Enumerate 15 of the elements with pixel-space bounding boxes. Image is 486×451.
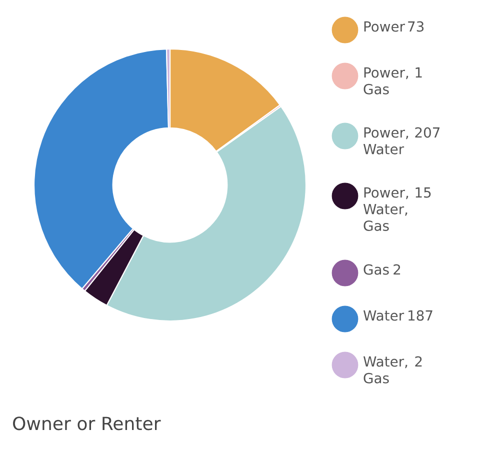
legend-label: Power, Water, Gas — [363, 187, 408, 231]
legend-label: Power — [364, 21, 405, 32]
legend-label: Water — [363, 310, 404, 321]
data-label: 207 — [415, 127, 440, 138]
text: Owner or Renter — [13, 416, 161, 430]
data-label: 15 — [416, 187, 431, 198]
data-label: 2 — [394, 264, 400, 275]
legend-label: Power, Water — [363, 127, 408, 154]
legend-label: Water, Gas — [363, 356, 408, 384]
data-label: 1 — [416, 67, 422, 78]
legend-label: Power, Gas — [364, 67, 408, 94]
data-label: 187 — [408, 310, 432, 321]
legend-label: Gas — [364, 264, 389, 275]
data-label: 73 — [408, 21, 424, 32]
data-label: 2 — [415, 356, 422, 367]
